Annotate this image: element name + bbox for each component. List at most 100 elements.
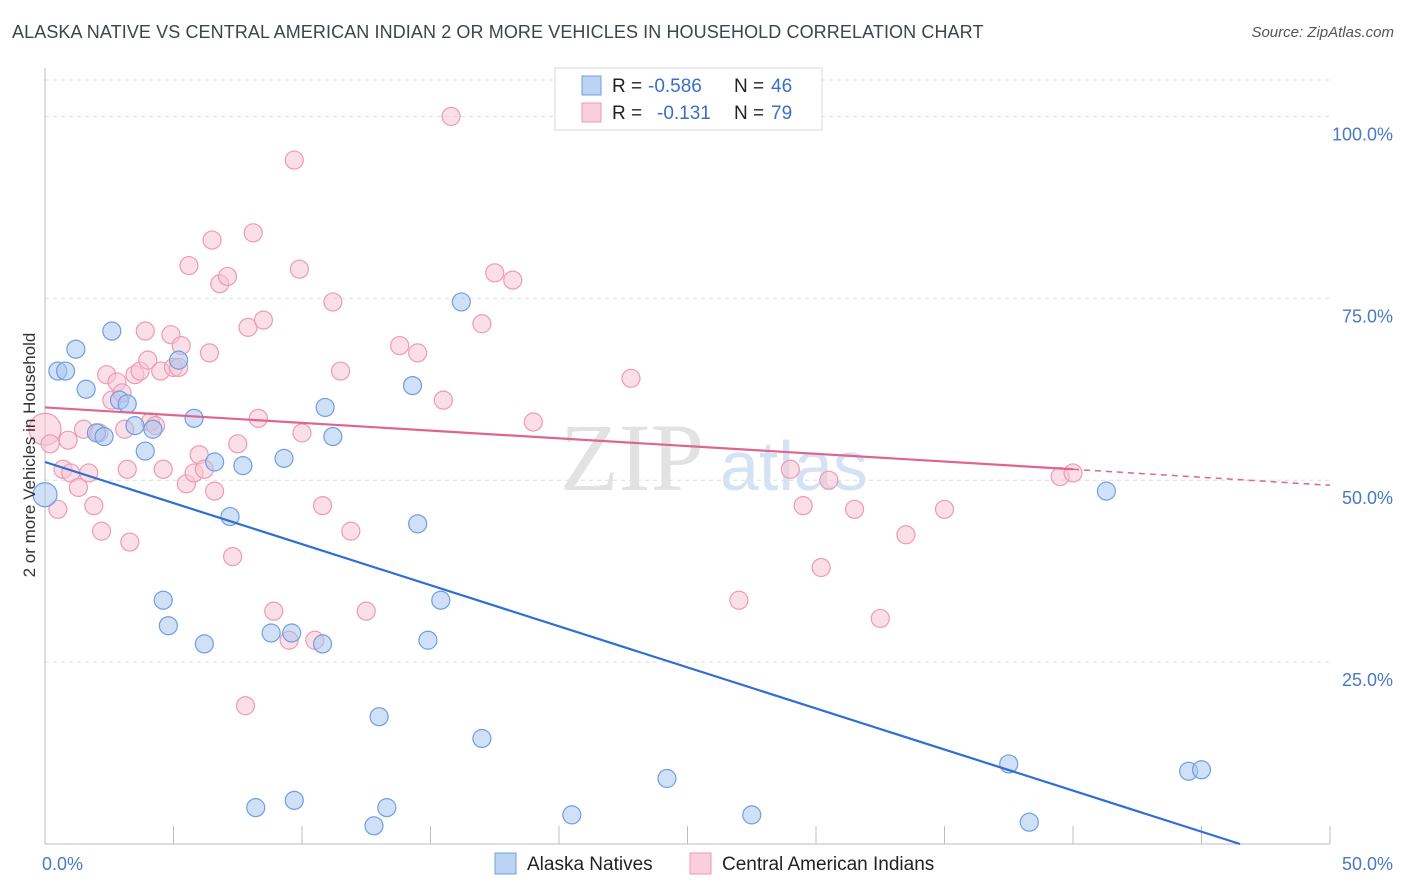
tick-labels: 25.0% 50.0% 75.0% 100.0% 0.0% 50.0% <box>42 124 1393 874</box>
point-alaska-natives <box>220 506 240 527</box>
legend-r-central: -0.131 <box>657 103 711 124</box>
point-alaska-natives <box>364 816 384 836</box>
point-central-american-indians <box>330 361 351 381</box>
point-central-american-indians <box>289 259 310 279</box>
point-alaska-natives <box>55 361 76 381</box>
y-tick-label: 25.0% <box>1342 670 1393 690</box>
point-central-american-indians <box>238 317 258 337</box>
point-alaska-natives <box>76 379 96 399</box>
point-central-american-indians <box>117 459 137 479</box>
point-alaska-natives <box>1191 760 1212 780</box>
watermark-zip: ZIP <box>560 404 704 511</box>
point-alaska-natives <box>184 408 204 428</box>
point-alaska-natives <box>32 482 58 508</box>
point-central-american-indians <box>934 499 955 519</box>
legend-swatch-alaska <box>581 75 602 96</box>
point-alaska-natives <box>205 452 225 472</box>
gridlines <box>45 79 1330 663</box>
point-central-american-indians <box>503 270 523 290</box>
legend-box: R = -0.586 N = 46 R = -0.131 N = 79 <box>554 67 823 131</box>
point-alaska-natives <box>408 514 428 534</box>
y-tick-label: 50.0% <box>1342 488 1393 508</box>
point-alaska-natives <box>312 634 333 654</box>
point-central-american-indians <box>248 408 268 428</box>
chart-source: Source: ZipAtlas.com <box>1251 24 1394 41</box>
point-central-american-indians <box>58 430 78 450</box>
point-central-american-indians <box>472 314 492 334</box>
point-central-american-indians <box>356 601 376 621</box>
legend-n-central: 79 <box>771 103 792 124</box>
point-central-american-indians <box>91 521 112 541</box>
point-central-american-indians <box>284 150 304 170</box>
bottom-legend-swatch-alaska <box>494 852 517 875</box>
x-tick-label-max: 50.0% <box>1342 854 1393 874</box>
point-alaska-natives <box>261 623 281 643</box>
point-alaska-natives <box>153 590 173 610</box>
trend-line-extension <box>1072 468 1331 487</box>
point-central-american-indians <box>205 481 225 501</box>
point-central-american-indians <box>485 263 505 283</box>
point-alaska-natives <box>323 426 343 447</box>
point-central-american-indians <box>153 459 173 479</box>
point-central-american-indians <box>844 499 865 519</box>
bottom-legend-swatch-central <box>689 852 712 875</box>
point-central-american-indians <box>390 335 410 356</box>
point-central-american-indians <box>323 292 343 312</box>
point-alaska-natives <box>143 419 163 439</box>
bottom-legend-central: Central American Indians <box>722 854 934 875</box>
point-central-american-indians <box>40 434 60 454</box>
point-alaska-natives <box>1096 481 1117 501</box>
y-tick-label: 100.0% <box>1332 124 1393 144</box>
point-central-american-indians <box>199 343 220 363</box>
point-alaska-natives <box>562 805 582 825</box>
point-alaska-natives <box>472 728 492 749</box>
x-tick-label-min: 0.0% <box>42 854 83 874</box>
point-alaska-natives <box>402 376 423 396</box>
y-axis-label: 2 or more Vehicles in Household <box>20 333 39 578</box>
point-alaska-natives <box>125 416 145 436</box>
point-alaska-natives <box>284 790 304 810</box>
point-central-american-indians <box>793 496 813 516</box>
data-points <box>28 106 1212 836</box>
point-central-american-indians <box>138 350 158 370</box>
point-alaska-natives <box>431 590 451 610</box>
point-alaska-natives <box>102 321 122 341</box>
point-central-american-indians <box>120 532 140 552</box>
legend-swatch-central <box>581 102 602 123</box>
point-central-american-indians <box>84 496 104 516</box>
point-alaska-natives <box>418 630 438 650</box>
point-central-american-indians <box>896 525 916 545</box>
point-alaska-natives <box>315 397 335 418</box>
point-central-american-indians <box>341 521 361 541</box>
point-alaska-natives <box>135 441 155 461</box>
point-central-american-indians <box>292 423 312 443</box>
legend-r-alaska: -0.586 <box>648 76 702 97</box>
point-alaska-natives <box>657 768 677 789</box>
point-central-american-indians <box>441 106 461 126</box>
chart-title: ALASKA NATIVE VS CENTRAL AMERICAN INDIAN… <box>12 22 984 42</box>
trend-line-central-american-indians <box>44 406 1074 471</box>
point-central-american-indians <box>202 230 222 250</box>
trend-line-alaska-natives <box>44 460 1241 846</box>
point-central-american-indians <box>408 343 428 363</box>
point-alaska-natives <box>246 798 266 818</box>
trend-lines <box>44 406 1331 846</box>
point-central-american-indians <box>1063 463 1083 483</box>
point-alaska-natives <box>66 339 86 359</box>
point-central-american-indians <box>253 310 274 330</box>
point-alaska-natives <box>233 456 253 476</box>
point-central-american-indians <box>312 496 333 516</box>
legend-r-label-2: R = <box>612 103 642 124</box>
point-central-american-indians <box>811 557 831 578</box>
point-central-american-indians <box>235 696 256 716</box>
point-alaska-natives <box>94 426 114 447</box>
point-alaska-natives <box>194 634 214 654</box>
point-alaska-natives <box>274 448 294 468</box>
point-alaska-natives <box>158 616 178 636</box>
bottom-legend-alaska: Alaska Natives <box>527 854 653 875</box>
point-central-american-indians <box>729 590 749 610</box>
point-central-american-indians <box>819 470 839 490</box>
point-alaska-natives <box>282 623 302 643</box>
point-central-american-indians <box>264 601 284 621</box>
